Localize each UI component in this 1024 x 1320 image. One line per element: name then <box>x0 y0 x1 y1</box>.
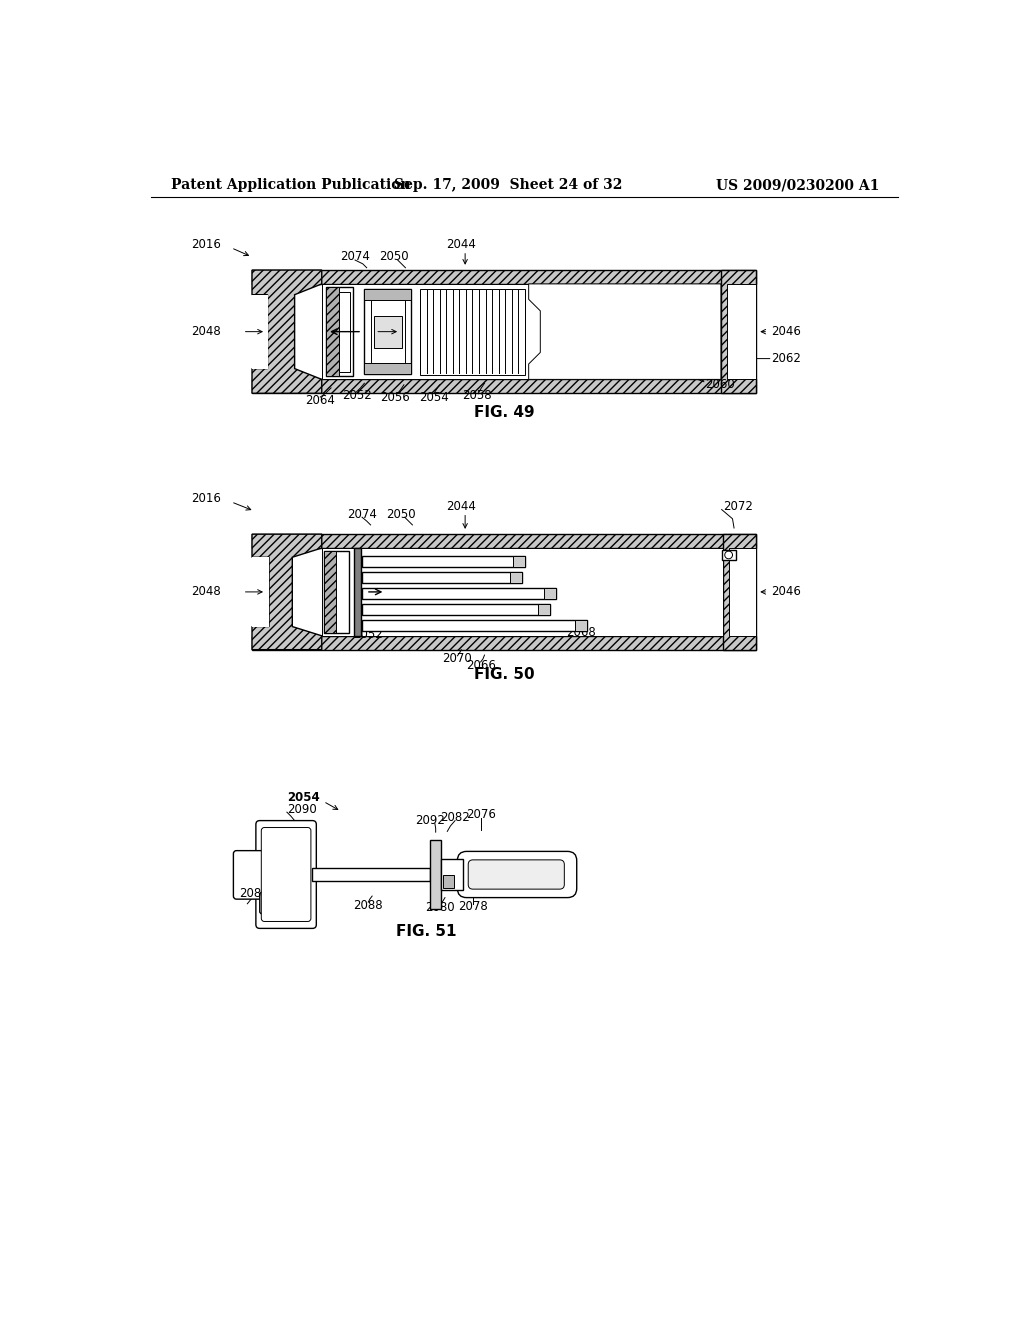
Text: 2074: 2074 <box>340 249 370 263</box>
Text: 2070: 2070 <box>442 652 472 665</box>
Bar <box>443 875 455 888</box>
FancyBboxPatch shape <box>260 892 288 913</box>
Polygon shape <box>528 284 721 379</box>
Bar <box>510 573 521 583</box>
Bar <box>722 549 735 561</box>
Bar <box>729 548 756 636</box>
Bar <box>365 289 411 374</box>
Text: 2086: 2086 <box>266 900 296 913</box>
Bar <box>312 869 430 880</box>
Text: 2016: 2016 <box>191 238 221 251</box>
Text: 2088: 2088 <box>353 899 383 912</box>
Bar <box>374 317 401 348</box>
Text: 2016: 2016 <box>191 492 221 506</box>
Bar <box>324 552 337 632</box>
Bar <box>371 300 404 363</box>
Bar <box>252 557 269 627</box>
Text: 2076: 2076 <box>466 808 496 821</box>
Bar <box>362 557 524 568</box>
Text: 2048: 2048 <box>191 585 221 598</box>
Bar <box>322 548 723 636</box>
Bar <box>721 271 756 393</box>
Text: 2044: 2044 <box>446 500 476 513</box>
FancyBboxPatch shape <box>233 850 269 899</box>
Text: Sep. 17, 2009  Sheet 24 of 32: Sep. 17, 2009 Sheet 24 of 32 <box>393 178 622 193</box>
Bar <box>252 636 756 649</box>
Text: 2060: 2060 <box>706 378 735 391</box>
Text: US 2009/0230200 A1: US 2009/0230200 A1 <box>717 178 880 193</box>
Text: 2082: 2082 <box>440 810 470 824</box>
Bar <box>339 292 350 372</box>
Text: 2046: 2046 <box>771 325 801 338</box>
FancyBboxPatch shape <box>256 821 316 928</box>
Bar <box>430 840 441 909</box>
Polygon shape <box>252 535 322 649</box>
Text: FIG. 51: FIG. 51 <box>396 924 457 939</box>
Text: 2066: 2066 <box>466 659 496 672</box>
Bar <box>365 289 411 300</box>
Text: 2052: 2052 <box>342 389 372 403</box>
Text: 2050: 2050 <box>379 249 409 263</box>
FancyBboxPatch shape <box>261 828 311 921</box>
Bar <box>252 379 756 393</box>
Bar <box>252 535 756 548</box>
Text: 2072: 2072 <box>723 500 753 513</box>
Polygon shape <box>252 271 322 393</box>
Bar <box>727 284 756 379</box>
Bar <box>544 589 556 599</box>
FancyBboxPatch shape <box>458 851 577 898</box>
Text: 2046: 2046 <box>771 585 801 598</box>
Text: 2058: 2058 <box>462 389 492 403</box>
Bar <box>362 589 556 599</box>
Bar <box>324 552 349 632</box>
Text: 2080: 2080 <box>426 902 455 915</box>
Bar <box>354 548 360 636</box>
Bar <box>513 557 524 568</box>
Bar <box>362 620 587 631</box>
Bar <box>538 605 550 615</box>
Bar <box>252 294 267 368</box>
Bar <box>252 271 756 284</box>
Text: 2054: 2054 <box>419 391 449 404</box>
Bar <box>575 620 587 631</box>
Text: 2084: 2084 <box>239 887 268 900</box>
Bar <box>362 573 521 583</box>
Text: FIG. 49: FIG. 49 <box>473 405 535 420</box>
Bar <box>365 363 411 374</box>
Text: 2068: 2068 <box>566 626 596 639</box>
Text: 2090: 2090 <box>287 803 316 816</box>
Bar <box>326 286 352 376</box>
Text: 2056: 2056 <box>381 391 411 404</box>
Text: 2048: 2048 <box>191 325 221 338</box>
Text: 2074: 2074 <box>347 508 377 520</box>
Bar <box>322 284 721 379</box>
Text: 2078: 2078 <box>458 900 487 913</box>
Text: 2052: 2052 <box>353 628 383 640</box>
Bar <box>326 286 339 376</box>
Text: 2062: 2062 <box>771 352 801 366</box>
Text: 2044: 2044 <box>446 238 476 251</box>
Text: FIG. 50: FIG. 50 <box>473 667 535 682</box>
Bar <box>441 859 463 890</box>
Text: 2064: 2064 <box>305 395 335 408</box>
Text: Patent Application Publication: Patent Application Publication <box>171 178 411 193</box>
Text: 2050: 2050 <box>386 508 416 520</box>
Bar <box>362 605 550 615</box>
Text: 2054: 2054 <box>287 791 319 804</box>
Bar <box>420 289 524 375</box>
Text: 2092: 2092 <box>416 814 445 828</box>
Bar <box>723 535 756 649</box>
FancyBboxPatch shape <box>468 859 564 890</box>
